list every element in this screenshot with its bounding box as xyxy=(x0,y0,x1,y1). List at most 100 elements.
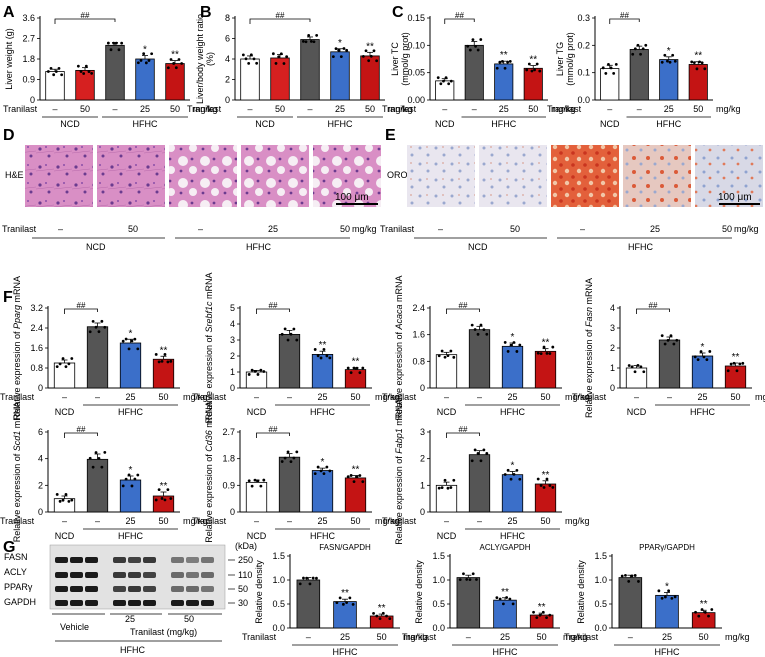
data-point xyxy=(289,460,293,464)
data-point xyxy=(536,477,540,481)
data-point xyxy=(169,497,173,500)
he-scale-label: 100 μm xyxy=(335,192,369,203)
bracket-label: ## xyxy=(269,425,278,434)
dose-label: 50 xyxy=(528,104,538,114)
data-point xyxy=(247,479,251,483)
dose-label: – xyxy=(247,104,252,114)
dose-label: 25 xyxy=(340,632,350,642)
tranilast-label: Tranilast xyxy=(564,632,599,642)
data-point xyxy=(64,365,68,369)
y-axis-label: Relative density xyxy=(254,560,264,624)
y-tick-label: 0.5 xyxy=(272,599,285,609)
dose-label: 25 xyxy=(500,632,510,642)
data-point xyxy=(443,355,447,359)
data-point xyxy=(703,67,707,71)
data-point xyxy=(644,43,648,47)
data-point xyxy=(166,66,170,70)
data-point xyxy=(542,345,546,349)
ncd-group-label: NCD xyxy=(60,119,80,129)
blot-band-r0-l0 xyxy=(55,557,68,563)
comparison-bracket xyxy=(444,18,475,24)
chart-g1: 0.0 0.5 1.0 1.5 Relative density FASN/GAPDH **… xyxy=(242,543,428,657)
panel-label-e: E xyxy=(385,127,396,144)
bar xyxy=(655,594,679,629)
panel-label-b: B xyxy=(200,4,212,21)
tranilast-label: Tranilast xyxy=(187,104,222,114)
data-point xyxy=(361,55,365,58)
chart-g2: 0.0 0.5 1.0 1.5 Relative density ACLY/GAPDH **… xyxy=(402,543,588,657)
data-point xyxy=(696,358,700,362)
panel-label-f: F xyxy=(3,289,13,306)
data-point xyxy=(726,369,730,373)
bar xyxy=(534,350,557,389)
oro-image-hfhc xyxy=(551,145,619,207)
blot-label-acly: ACLY xyxy=(4,567,27,577)
y-tick-label: 0.0 xyxy=(432,623,445,633)
data-point xyxy=(250,368,254,372)
data-point xyxy=(375,59,379,63)
data-point xyxy=(325,354,329,358)
he-label: H&E xyxy=(5,170,24,180)
blot-size-250: 250 xyxy=(238,555,253,565)
y-axis-label: Relative expression of Cd36 mRNA xyxy=(204,401,214,543)
y-tick-label: 3 xyxy=(610,323,615,333)
data-point xyxy=(252,57,256,61)
blot-label-ppar: PPARγ xyxy=(4,582,33,592)
data-point xyxy=(157,488,161,492)
data-point xyxy=(446,486,450,490)
he-image-hfhc-25 xyxy=(241,145,309,207)
significance-mark: ** xyxy=(319,340,327,351)
data-point xyxy=(335,601,339,605)
data-point xyxy=(124,477,128,481)
significance-mark: ** xyxy=(341,588,349,599)
data-point xyxy=(707,614,710,618)
oro-label: ORO xyxy=(387,170,408,180)
ncd-group-label: NCD xyxy=(600,119,620,129)
hfhc-group-label: HFHC xyxy=(656,119,681,129)
chart-title: ACLY/GAPDH xyxy=(480,543,531,552)
data-point xyxy=(657,589,661,593)
dose-label: – xyxy=(637,104,642,114)
data-point xyxy=(624,574,627,577)
data-point xyxy=(699,350,703,353)
data-point xyxy=(97,457,101,460)
data-point xyxy=(277,55,281,59)
data-point xyxy=(630,574,634,578)
unit-label: mg/kg xyxy=(551,104,576,114)
data-point xyxy=(548,484,552,487)
bar xyxy=(435,354,458,389)
y-axis-label: Liver/body weight ratio(%) xyxy=(195,14,215,104)
data-point xyxy=(436,76,440,80)
data-point xyxy=(54,70,58,73)
data-point xyxy=(475,578,478,581)
dose-label: – xyxy=(307,104,312,114)
oro-dash: – xyxy=(438,224,443,234)
y-tick-label: 3.6 xyxy=(22,13,35,23)
data-point xyxy=(503,66,507,70)
data-point xyxy=(708,350,712,353)
data-point xyxy=(449,486,453,489)
ncd-group-label: NCD xyxy=(247,407,267,417)
hfhc-group-label: HFHC xyxy=(493,647,518,657)
data-point xyxy=(633,574,637,577)
data-point xyxy=(509,477,513,481)
significance-mark: ** xyxy=(352,465,360,476)
data-point xyxy=(505,596,509,599)
unit-label: mg/kg xyxy=(755,392,765,402)
data-point xyxy=(341,602,345,606)
dose-label: – xyxy=(607,104,612,114)
data-point xyxy=(304,40,308,44)
data-point xyxy=(503,341,507,344)
data-point xyxy=(470,459,474,463)
unit-label: mg/kg xyxy=(183,516,208,526)
hfhc-group-label: HFHC xyxy=(500,531,525,541)
data-point xyxy=(501,59,504,63)
ncd-group-label: NCD xyxy=(435,119,455,129)
comparison-bracket xyxy=(446,308,480,314)
blot-band-r3-l3 xyxy=(113,600,126,606)
he-tranilast-label: Tranilast xyxy=(2,224,37,234)
tranilast-label: Tranilast xyxy=(242,632,277,642)
y-axis-label: Relative density xyxy=(576,560,586,624)
blot-50: 50 xyxy=(184,614,194,624)
data-point xyxy=(280,460,284,463)
